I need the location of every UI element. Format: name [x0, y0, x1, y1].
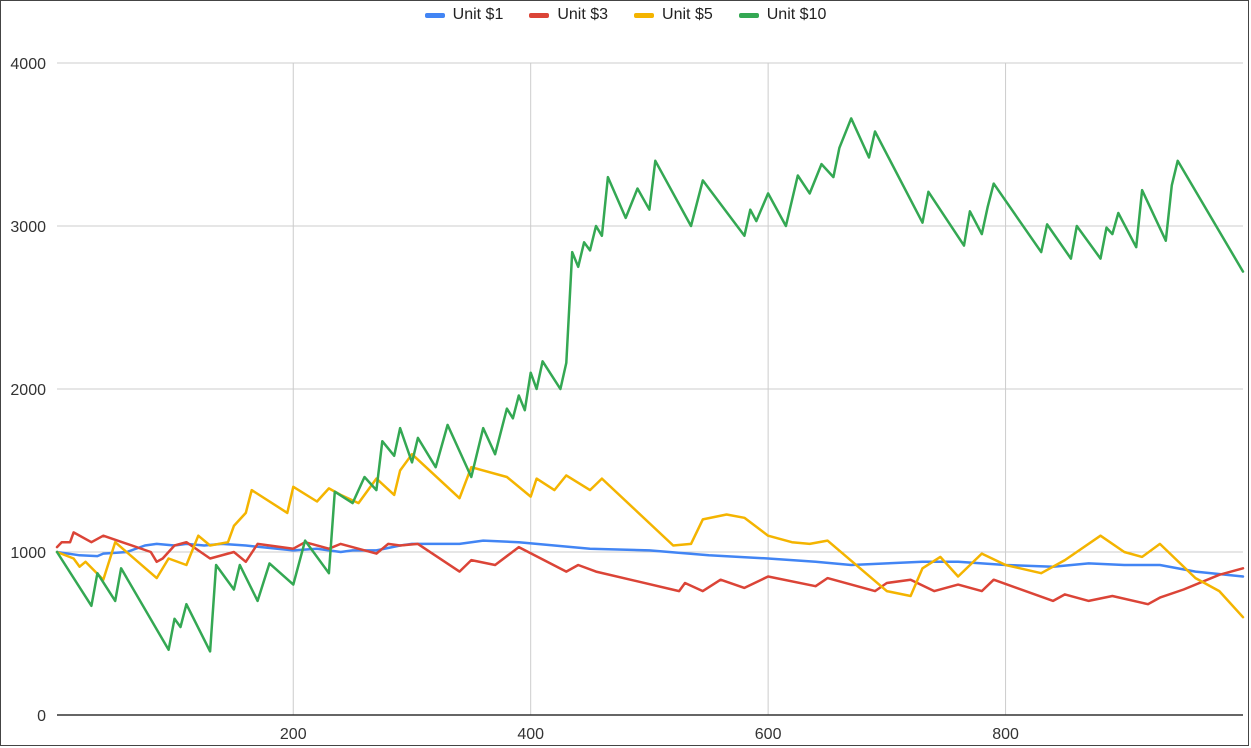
y-tick-label: 2000	[10, 382, 46, 399]
legend-label-unit-1: Unit $1	[452, 6, 504, 23]
x-tick-label: 400	[517, 726, 544, 743]
x-tick-label: 800	[992, 726, 1019, 743]
x-tick-label: 600	[755, 726, 782, 743]
legend-label-unit-5: Unit $5	[662, 6, 713, 23]
legend-swatch-unit-10	[738, 12, 759, 18]
legend-item-unit-3: Unit $3	[529, 6, 608, 24]
series-line-unit-10	[55, 117, 1245, 653]
series-line-unit-1	[55, 539, 1245, 578]
series-line-unit-5	[55, 452, 1245, 619]
legend-swatch-unit-3	[529, 12, 550, 18]
legend-item-unit-10: Unit $10	[738, 6, 827, 24]
y-tick-label: 0	[37, 708, 46, 725]
legend-item-unit-1: Unit $1	[424, 6, 504, 24]
legend-label-unit-3: Unit $3	[557, 6, 609, 23]
series-line-unit-3	[55, 531, 1245, 606]
y-tick-label: 4000	[10, 56, 46, 73]
y-tick-label: 3000	[10, 219, 46, 236]
x-tick-label: 200	[280, 726, 307, 743]
chart-legend: Unit $1 Unit $3 Unit $5 Unit $10	[0, 6, 1251, 24]
legend-swatch-unit-1	[424, 12, 445, 18]
legend-item-unit-5: Unit $5	[634, 6, 713, 24]
legend-label-unit-10: Unit $10	[766, 6, 827, 23]
y-tick-label: 1000	[10, 545, 46, 562]
legend-swatch-unit-5	[634, 12, 655, 18]
